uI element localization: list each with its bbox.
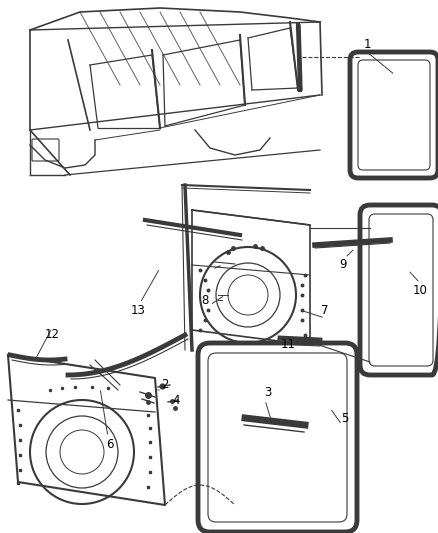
Text: 8: 8 xyxy=(201,294,208,306)
Text: 13: 13 xyxy=(131,303,145,317)
Text: 5: 5 xyxy=(341,411,349,424)
Text: 10: 10 xyxy=(413,284,427,296)
Text: 2: 2 xyxy=(161,377,169,391)
Text: 11: 11 xyxy=(280,338,296,351)
Text: 4: 4 xyxy=(172,393,180,407)
Text: 12: 12 xyxy=(45,328,60,342)
Text: 7: 7 xyxy=(321,303,329,317)
Text: 6: 6 xyxy=(106,438,114,450)
Text: 1: 1 xyxy=(363,38,371,52)
Text: 9: 9 xyxy=(339,259,347,271)
Text: 3: 3 xyxy=(264,386,272,400)
